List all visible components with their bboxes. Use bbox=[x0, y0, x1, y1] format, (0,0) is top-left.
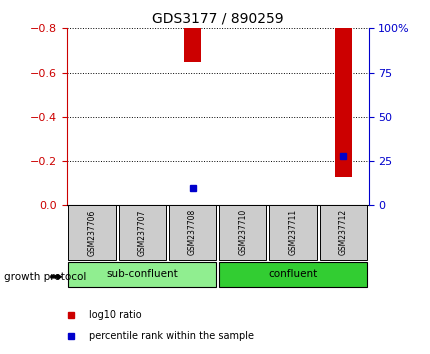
Bar bbox=[68, 205, 115, 260]
Text: GSM237710: GSM237710 bbox=[238, 209, 247, 255]
Title: GDS3177 / 890259: GDS3177 / 890259 bbox=[151, 12, 283, 26]
Text: log10 ratio: log10 ratio bbox=[89, 310, 141, 320]
Text: growth protocol: growth protocol bbox=[4, 272, 86, 282]
Bar bbox=[334, 28, 351, 177]
Text: GSM237708: GSM237708 bbox=[187, 209, 197, 255]
Text: GSM237712: GSM237712 bbox=[338, 209, 347, 255]
Bar bbox=[68, 262, 215, 287]
Bar bbox=[218, 205, 266, 260]
Text: GSM237706: GSM237706 bbox=[87, 209, 96, 256]
Bar bbox=[169, 205, 215, 260]
Bar bbox=[118, 205, 166, 260]
Text: confluent: confluent bbox=[268, 269, 317, 279]
Text: percentile rank within the sample: percentile rank within the sample bbox=[89, 331, 253, 341]
Bar bbox=[269, 205, 316, 260]
Bar bbox=[218, 262, 366, 287]
Text: GSM237707: GSM237707 bbox=[138, 209, 146, 256]
Text: sub-confluent: sub-confluent bbox=[106, 269, 178, 279]
Bar bbox=[183, 28, 201, 62]
Bar bbox=[319, 205, 366, 260]
Text: GSM237711: GSM237711 bbox=[288, 209, 297, 255]
